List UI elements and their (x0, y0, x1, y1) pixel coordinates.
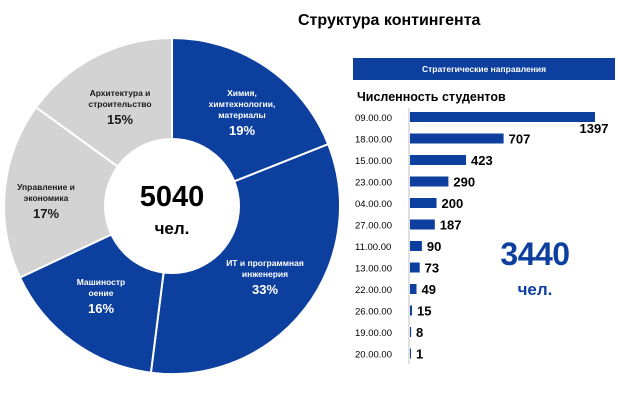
bar (410, 219, 435, 230)
bar-value-label: 200 (441, 196, 463, 211)
bar (410, 112, 595, 122)
bar-value-label: 707 (509, 132, 531, 147)
bar (410, 305, 412, 316)
bar (410, 348, 411, 359)
bar-value-label: 1 (416, 347, 423, 362)
bar-value-label: 49 (421, 282, 435, 297)
students-total-unit: чел. (517, 280, 553, 299)
bar-category-label: 20.00.00 (355, 350, 392, 361)
bar (410, 176, 449, 187)
bar-value-label: 73 (425, 261, 439, 276)
chart-title: Структура контингента (298, 12, 481, 29)
slice-percent: 19% (229, 123, 255, 138)
bar-value-label: 290 (453, 175, 475, 190)
bar (410, 284, 417, 294)
bar-category-label: 23.00.00 (355, 178, 392, 189)
bar-category-label: 13.00.00 (355, 264, 392, 275)
bar-value-label: 1397 (580, 121, 609, 136)
bar-category-label: 09.00.00 (355, 113, 392, 124)
bar-value-label: 423 (471, 153, 493, 168)
donut-total-unit: чел. (155, 219, 190, 238)
bar-category-label: 11.00.00 (355, 242, 391, 253)
bar-category-label: 04.00.00 (355, 199, 392, 210)
slice-label: Химия, химтехнологии, материалы (209, 88, 276, 120)
bar-category-label: 22.00.00 (355, 285, 392, 296)
bar (410, 198, 437, 208)
slice-label: Управление и экономика (17, 182, 75, 203)
strategic-directions-banner: Стратегические направления (353, 58, 615, 80)
bar-value-label: 8 (416, 325, 423, 340)
slice-label: Машиностр оение (77, 277, 126, 298)
bar-value-label: 15 (417, 304, 431, 319)
bar-category-label: 26.00.00 (355, 307, 392, 318)
donut-hole (104, 138, 240, 274)
slice-label: Архитектура и строительство (88, 88, 151, 109)
slice-percent: 17% (33, 206, 59, 221)
bar (410, 155, 466, 165)
donut-total-value: 5040 (140, 181, 205, 213)
donut-slice (3, 105, 174, 279)
slice-percent: 15% (107, 112, 133, 127)
bar-value-label: 187 (440, 218, 462, 233)
bar (410, 262, 420, 273)
bar-category-label: 19.00.00 (355, 328, 392, 339)
bar-category-label: 27.00.00 (355, 221, 392, 232)
bar-category-label: 15.00.00 (355, 156, 392, 167)
slice-label: ИТ и программная инженерия (226, 258, 304, 279)
slice-percent: 33% (252, 282, 278, 297)
bar (410, 327, 412, 337)
bar (410, 241, 422, 251)
bar-chart-title: Численность студентов (357, 90, 506, 104)
bar-category-label: 18.00.00 (355, 135, 392, 146)
bar (410, 133, 504, 144)
donut-chart: Химия, химтехнологии, материалы 19% ИТ и про… (3, 36, 341, 376)
students-total-value: 3440 (500, 236, 570, 272)
slice-percent: 16% (88, 301, 114, 316)
bar-value-label: 90 (427, 239, 441, 254)
